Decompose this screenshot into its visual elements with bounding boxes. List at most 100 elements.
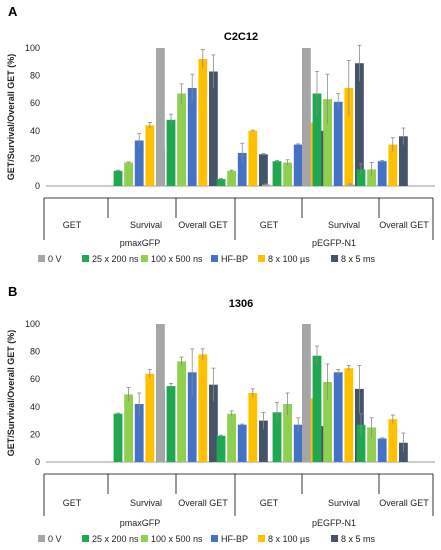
bar-hf-bp — [187, 88, 197, 186]
y-tick-label: 100 — [25, 319, 40, 329]
bar-hf-bp — [377, 161, 387, 186]
legend-item: HF-BP — [211, 534, 248, 544]
bar-25-x-200-ns — [216, 435, 226, 462]
legend-swatch — [331, 535, 338, 542]
legend-swatch — [141, 535, 148, 542]
category-label: Survival — [130, 220, 162, 230]
bar-8-x-100-s — [248, 393, 258, 462]
bar-25-x-200-ns — [312, 355, 322, 462]
legend-item: 100 x 500 ns — [141, 534, 203, 544]
legend-label: 0 V — [48, 534, 62, 544]
bar-25-x-200-ns — [113, 413, 123, 462]
category-label: Survival — [328, 498, 360, 508]
bar-hf-bp — [377, 438, 387, 462]
bar-8-x-100-s — [248, 130, 258, 186]
plasmid-label: pmaxGFP — [120, 238, 161, 248]
category-label: Survival — [328, 220, 360, 230]
legend-swatch — [38, 535, 45, 542]
legend-label: 8 x 100 µs — [268, 254, 310, 264]
category-label: Overall GET — [379, 220, 429, 230]
category-label: GET — [63, 498, 82, 508]
legend-swatch — [82, 255, 89, 262]
chart-title: 1306 — [229, 298, 253, 310]
legend-swatch — [258, 255, 265, 262]
bar-8-x-5-ms — [209, 71, 218, 186]
legend-swatch — [211, 255, 218, 262]
bar-100-x-500-ns — [177, 361, 186, 462]
panel-letter: B — [8, 284, 17, 299]
legend-label: 0 V — [48, 254, 62, 264]
bar-hf-bp — [237, 424, 247, 462]
y-tick-label: 40 — [30, 402, 40, 412]
y-axis-label: GET/Survival/Overall GET (%) — [6, 330, 16, 457]
bar-8-x-5-ms — [399, 136, 408, 186]
bar-8-x-100-s — [388, 419, 398, 462]
legend-label: 100 x 500 ns — [151, 254, 203, 264]
bar-25-x-200-ns — [216, 179, 226, 186]
bar-100-x-500-ns — [227, 413, 236, 462]
chart-panel-b: B 1306 0 20 40 60 80 100 GET/Survival/Overall GE… — [6, 284, 435, 544]
bar-hf-bp — [333, 372, 343, 462]
chart-title: C2C12 — [224, 31, 258, 43]
legend-label: 8 x 5 ms — [341, 254, 376, 264]
y-tick-label: 0 — [35, 181, 40, 191]
bar-8-x-100-s — [388, 144, 398, 186]
category-label: Overall GET — [178, 498, 228, 508]
category-label: GET — [260, 220, 279, 230]
bar-hf-bp — [187, 372, 197, 462]
bar-25-x-200-ns — [113, 170, 123, 186]
bar-8-x-100-s — [344, 368, 354, 462]
plasmid-label: pEGFP-N1 — [312, 518, 356, 528]
bar-8-x-100-s — [198, 354, 208, 462]
bar-hf-bp — [333, 101, 343, 186]
bar-100-x-500-ns — [227, 170, 236, 186]
legend-swatch — [258, 535, 265, 542]
y-tick-label: 40 — [30, 126, 40, 136]
legend-swatch — [38, 255, 45, 262]
bar-8-x-100-s — [344, 88, 354, 186]
legend-item: 8 x 100 µs — [258, 254, 310, 264]
legend-swatch — [141, 255, 148, 262]
y-tick-label: 100 — [25, 43, 40, 53]
y-tick-label: 60 — [30, 98, 40, 108]
category-label: Overall GET — [178, 220, 228, 230]
y-tick-label: 60 — [30, 374, 40, 384]
category-label: Overall GET — [379, 498, 429, 508]
legend-swatch — [331, 255, 338, 262]
bar-8-x-5-ms — [399, 442, 408, 462]
legend-label: HF-BP — [221, 534, 248, 544]
chart-panel-a: A C2C12 0 20 40 60 80 100 GET/Survival/Overall G… — [6, 4, 435, 264]
bar-8-x-100-s — [198, 59, 208, 186]
legend-item: 0 V — [38, 254, 62, 264]
y-tick-label: 80 — [30, 71, 40, 81]
legend-item: 8 x 5 ms — [331, 254, 376, 264]
bar-0-v — [302, 324, 311, 462]
bar-8-x-100-s — [145, 373, 155, 462]
plasmid-label: pmaxGFP — [120, 518, 161, 528]
bar-100-x-500-ns — [124, 394, 133, 462]
bar-100-x-500-ns — [177, 93, 186, 186]
legend-label: 25 x 200 ns — [92, 534, 139, 544]
bar-100-x-500-ns — [124, 162, 133, 186]
bar-100-x-500-ns — [323, 99, 332, 186]
y-tick-label: 80 — [30, 347, 40, 357]
bar-8-x-5-ms — [355, 63, 364, 187]
legend-item: HF-BP — [211, 254, 248, 264]
y-tick-label: 20 — [30, 153, 40, 163]
bar-100-x-500-ns — [323, 382, 332, 462]
legend-label: 100 x 500 ns — [151, 534, 203, 544]
legend-label: 8 x 5 ms — [341, 534, 376, 544]
bar-0-v — [156, 324, 165, 462]
bar-25-x-200-ns — [166, 386, 176, 462]
legend-item: 25 x 200 ns — [82, 534, 139, 544]
y-tick-label: 0 — [35, 457, 40, 467]
bar-8-x-100-s — [145, 125, 155, 186]
bar-25-x-200-ns — [312, 93, 322, 186]
y-tick-label: 20 — [30, 429, 40, 439]
plasmid-label: pEGFP-N1 — [312, 238, 356, 248]
bar-hf-bp — [293, 424, 303, 462]
bar-25-x-200-ns — [272, 412, 282, 462]
legend-item: 8 x 100 µs — [258, 534, 310, 544]
bar-0-v — [302, 48, 311, 186]
